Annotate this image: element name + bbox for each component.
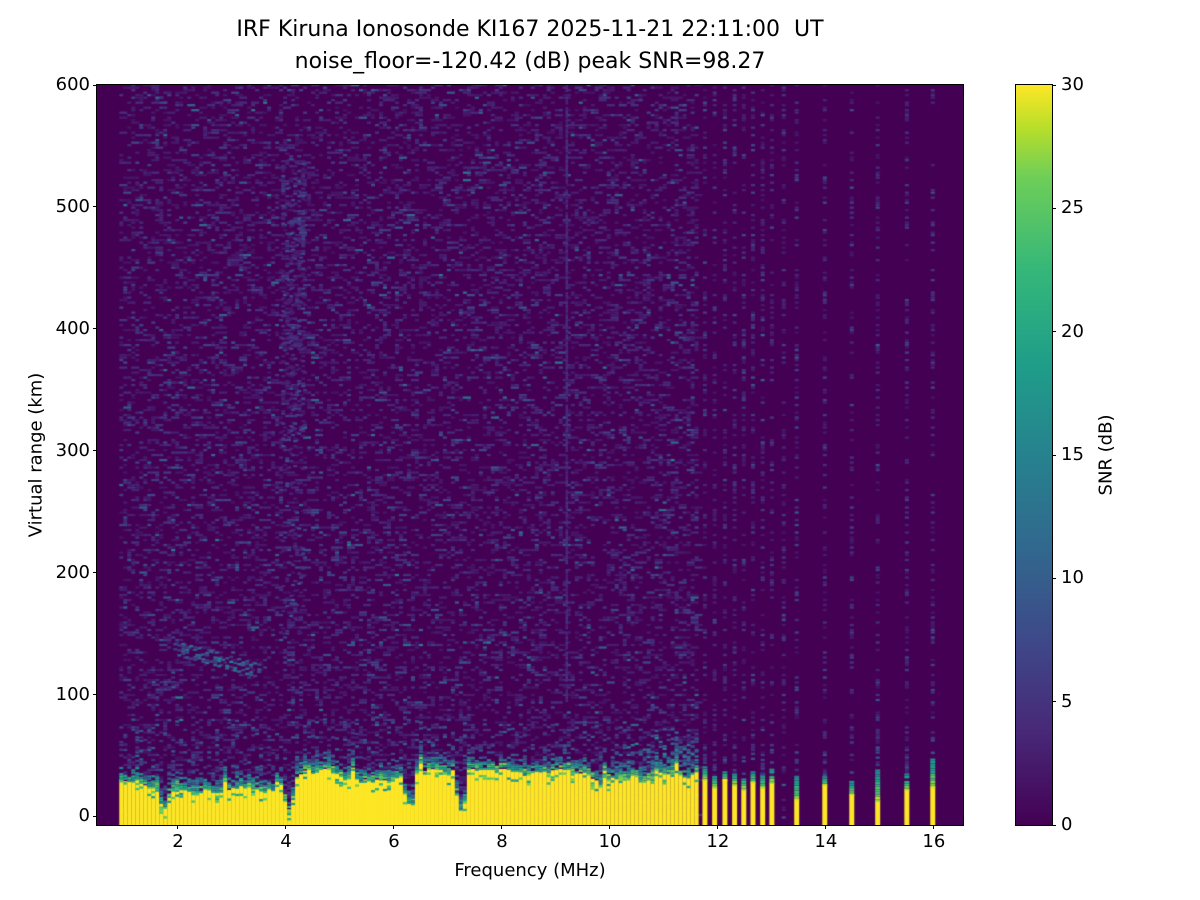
x-tick-label: 6 xyxy=(388,831,400,852)
y-tick-mark xyxy=(93,694,97,696)
y-tick-label: 400 xyxy=(55,317,90,339)
figure-subtitle: noise_floor=-120.42 (dB) peak SNR=98.27 xyxy=(294,49,766,74)
colorbar-tick-label: 10 xyxy=(1061,567,1084,589)
colorbar-tick-label: 0 xyxy=(1061,814,1073,835)
x-tick-label: 8 xyxy=(496,831,508,852)
x-tick-mark xyxy=(825,825,827,829)
y-axis-label: Virtual range (km) xyxy=(25,372,47,538)
x-tick-mark xyxy=(285,825,287,829)
x-tick-label: 14 xyxy=(814,831,838,852)
colorbar-tick-mark xyxy=(1052,84,1056,86)
y-tick-label: 600 xyxy=(55,74,90,95)
x-tick-label: 4 xyxy=(280,831,292,852)
plot-frame xyxy=(96,84,964,826)
x-axis-label: Frequency (MHz) xyxy=(454,860,606,881)
colorbar-tick-mark xyxy=(1052,454,1056,456)
y-tick-mark xyxy=(93,572,97,574)
colorbar xyxy=(1015,84,1053,826)
x-tick-label: 10 xyxy=(598,831,622,852)
colorbar-tick-label: 30 xyxy=(1061,74,1084,95)
y-tick-mark xyxy=(93,84,97,86)
colorbar-tick-mark xyxy=(1052,331,1056,333)
colorbar-tick-label: 25 xyxy=(1061,197,1084,219)
colorbar-tick-label: 5 xyxy=(1061,690,1073,712)
x-tick-mark xyxy=(177,825,179,829)
colorbar-tick-label: 20 xyxy=(1061,320,1084,342)
y-tick-label: 200 xyxy=(55,561,90,583)
figure-title: IRF Kiruna Ionosonde KI167 2025-11-21 22… xyxy=(236,17,824,42)
y-tick-mark xyxy=(93,815,97,817)
y-tick-mark xyxy=(93,328,97,330)
x-tick-label: 12 xyxy=(706,831,730,852)
y-tick-label: 500 xyxy=(55,195,90,217)
x-tick-mark xyxy=(609,825,611,829)
colorbar-tick-mark xyxy=(1052,824,1056,826)
y-tick-label: 300 xyxy=(55,439,90,461)
ionogram-heatmap-canvas xyxy=(97,85,963,825)
y-tick-label: 100 xyxy=(55,683,90,705)
x-tick-mark xyxy=(393,825,395,829)
x-tick-mark xyxy=(501,825,503,829)
y-tick-mark xyxy=(93,450,97,452)
x-tick-label: 16 xyxy=(922,831,946,852)
colorbar-tick-label: 15 xyxy=(1061,444,1084,465)
colorbar-tick-mark xyxy=(1052,207,1056,209)
x-tick-mark xyxy=(933,825,935,829)
colorbar-tick-mark xyxy=(1052,577,1056,579)
colorbar-label: SNR (dB) xyxy=(1095,414,1117,496)
x-tick-mark xyxy=(717,825,719,829)
x-tick-label: 2 xyxy=(172,831,184,852)
colorbar-tick-mark xyxy=(1052,701,1056,703)
y-tick-label: 0 xyxy=(78,805,90,827)
y-tick-mark xyxy=(93,206,97,208)
